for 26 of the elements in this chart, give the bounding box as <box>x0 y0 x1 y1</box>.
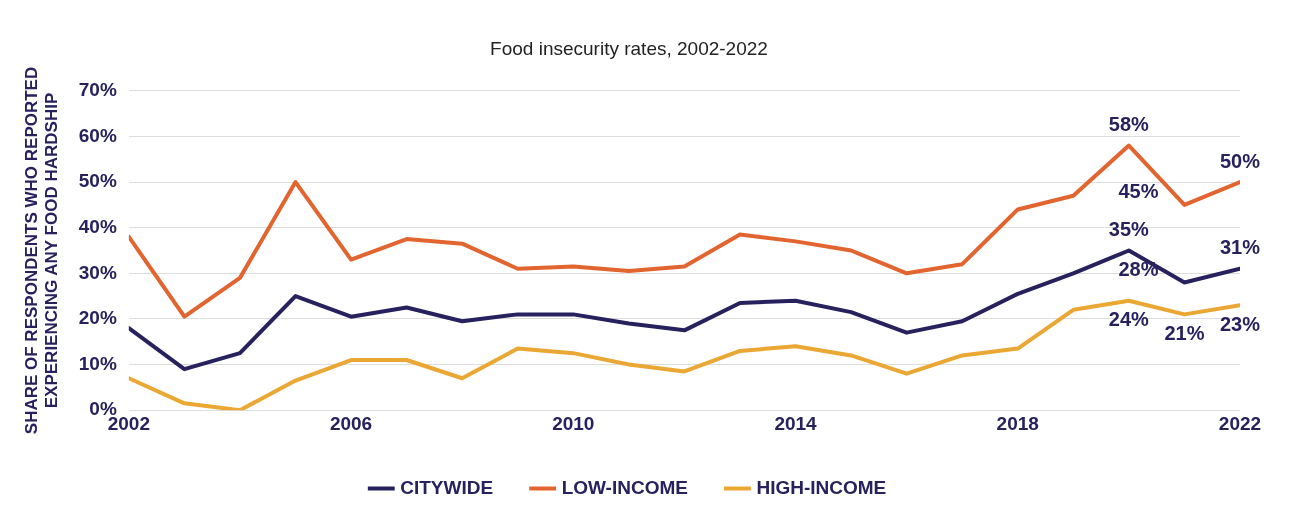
y-tick-label: 40% <box>78 215 117 237</box>
x-tick-label: 2010 <box>552 412 595 434</box>
y-tick-label: 60% <box>78 124 117 146</box>
data-label: 50% <box>1219 149 1261 172</box>
y-axis-title: SHARE OF RESPONDENTS WHO REPORTED EXPERIENCING ANY FOOD HARDSHIP <box>21 66 62 435</box>
data-label: 58% <box>1108 113 1150 136</box>
data-label: 21% <box>1164 321 1205 344</box>
data-label: 35% <box>1108 218 1150 241</box>
y-tick-label: 20% <box>78 307 117 329</box>
data-label: 24% <box>1108 308 1150 331</box>
legend-label: LOW-INCOME <box>561 476 688 498</box>
data-label: 31% <box>1219 236 1261 259</box>
x-tick-label: 2018 <box>996 412 1039 434</box>
x-tick-label: 2022 <box>1218 412 1262 434</box>
y-tick-label: 50% <box>78 170 117 192</box>
data-label: 28% <box>1118 257 1159 280</box>
data-label: 45% <box>1118 180 1159 203</box>
legend-label: HIGH-INCOME <box>756 476 887 498</box>
legend-label: CITYWIDE <box>400 476 494 498</box>
y-tick-label: 70% <box>78 79 117 101</box>
y-tick-label: 10% <box>78 352 117 374</box>
x-tick-label: 2006 <box>329 412 373 434</box>
y-tick-label: 30% <box>78 261 117 283</box>
x-tick-label: 2014 <box>774 412 818 434</box>
data-label: 23% <box>1219 312 1261 335</box>
chart-title: Food insecurity rates, 2002-2022 <box>490 37 768 59</box>
